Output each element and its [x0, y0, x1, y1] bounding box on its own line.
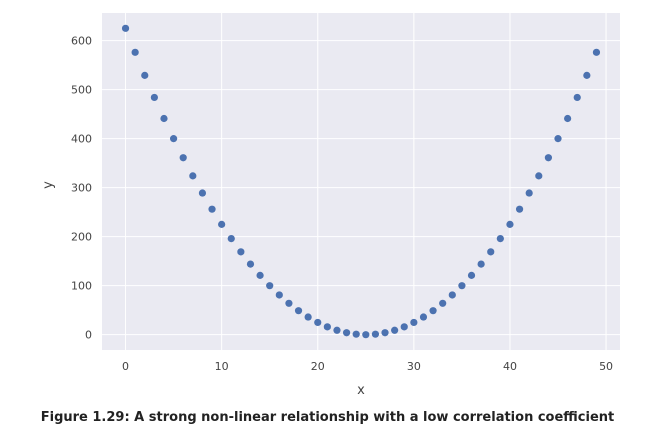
data-point: [592, 48, 601, 56]
data-point: [121, 24, 130, 32]
y-tick-label: 200: [71, 231, 92, 244]
data-point: [141, 71, 149, 79]
x-tick-label: 50: [599, 360, 613, 373]
data-point: [458, 282, 466, 290]
x-tick-label: 20: [311, 360, 325, 373]
y-tick-label: 0: [85, 329, 92, 342]
y-tick-label: 100: [71, 280, 92, 293]
data-point: [583, 71, 591, 79]
data-point: [448, 291, 456, 299]
data-point: [400, 323, 408, 331]
grid-lines: [102, 13, 620, 350]
y-axis-label: y: [41, 181, 56, 189]
figure-caption: Figure 1.29: A strong non-linear relatio…: [40, 410, 615, 425]
data-point: [429, 307, 437, 315]
data-point: [554, 135, 562, 143]
data-point: [352, 330, 360, 338]
data-point: [150, 93, 158, 102]
data-point: [573, 93, 581, 102]
data-point: [246, 260, 255, 268]
data-point: [256, 271, 264, 279]
y-tick-label: 400: [71, 133, 92, 146]
data-point: [525, 189, 533, 197]
data-point: [342, 329, 351, 337]
data-point: [275, 291, 283, 299]
data-point: [544, 154, 553, 162]
data-point: [179, 154, 187, 162]
data-points: [121, 24, 601, 339]
data-point: [419, 313, 428, 321]
data-point: [314, 318, 322, 327]
data-point: [218, 220, 226, 228]
data-point: [160, 114, 168, 123]
data-point: [208, 205, 216, 213]
data-point: [304, 313, 312, 321]
data-point: [131, 48, 139, 56]
data-point: [391, 326, 399, 334]
y-tick-label: 500: [71, 84, 92, 97]
data-point: [266, 282, 274, 290]
data-point: [189, 172, 197, 180]
data-point: [323, 323, 331, 331]
data-point: [410, 318, 418, 327]
data-point: [496, 235, 504, 243]
data-point: [371, 330, 380, 338]
data-point: [477, 260, 485, 268]
data-point: [487, 248, 495, 256]
data-point: [564, 114, 572, 123]
plot-area: [102, 13, 620, 350]
x-tick-label: 0: [122, 360, 129, 373]
y-tick-label: 300: [71, 182, 92, 195]
x-axis-label: x: [357, 383, 365, 398]
data-point: [198, 189, 207, 197]
data-point: [515, 205, 524, 213]
y-tick-label: 600: [71, 35, 92, 48]
data-point: [333, 326, 341, 334]
data-point: [227, 235, 235, 243]
data-point: [285, 299, 293, 307]
x-tick-label: 10: [215, 360, 229, 373]
data-point: [467, 271, 476, 279]
x-tick-label: 30: [407, 360, 421, 373]
data-point: [169, 135, 178, 143]
data-point: [237, 248, 245, 256]
data-point: [362, 331, 370, 339]
data-point: [439, 299, 447, 307]
data-point: [535, 172, 543, 180]
data-point: [381, 329, 389, 337]
x-tick-label: 40: [503, 360, 517, 373]
data-point: [506, 220, 514, 228]
data-point: [294, 307, 303, 315]
